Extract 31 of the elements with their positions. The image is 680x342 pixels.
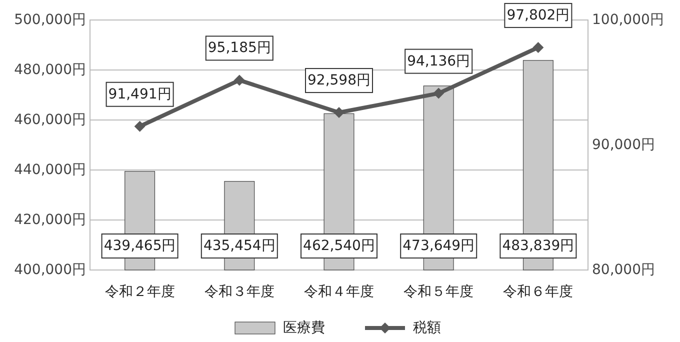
x-tick-label: 令和３年度 <box>204 284 274 300</box>
y-tick-label: 420,000円 <box>14 212 86 228</box>
data-label: 462,540円 <box>303 238 375 254</box>
y-tick-label: 400,000円 <box>14 262 86 278</box>
data-label: 473,649円 <box>402 238 475 254</box>
data-label: 91,491円 <box>108 86 172 102</box>
data-label: 483,839円 <box>502 238 574 254</box>
data-label: 92,598円 <box>308 72 370 89</box>
x-tick-label: 令和６年度 <box>503 284 574 300</box>
point <box>134 120 146 132</box>
y2-tick-label: 80,000円 <box>592 262 655 278</box>
y-tick-label: 440,000円 <box>14 162 86 178</box>
y2-tick-label: 90,000円 <box>592 137 655 153</box>
data-label: 97,802円 <box>506 7 570 24</box>
data-label: 439,465円 <box>104 238 176 254</box>
point <box>532 42 544 53</box>
data-label: 435,454円 <box>203 238 276 254</box>
y-tick-label: 500,000円 <box>14 12 86 28</box>
y-tick-label: 480,000円 <box>14 62 86 78</box>
data-label: 94,136円 <box>407 53 470 70</box>
y-tick-label: 460,000円 <box>14 112 86 128</box>
point <box>433 88 444 99</box>
x-tick-label: 令和５年度 <box>404 284 474 300</box>
legend-label: 医療費 <box>283 320 325 336</box>
legend-label: 税額 <box>413 320 441 336</box>
point <box>234 74 245 86</box>
x-tick-label: 令和４年度 <box>304 284 374 300</box>
data-label: 95,185円 <box>208 40 271 56</box>
x-tick-label: 令和２年度 <box>104 284 175 300</box>
point <box>334 107 344 118</box>
y2-tick-label: 100,000円 <box>592 12 664 28</box>
